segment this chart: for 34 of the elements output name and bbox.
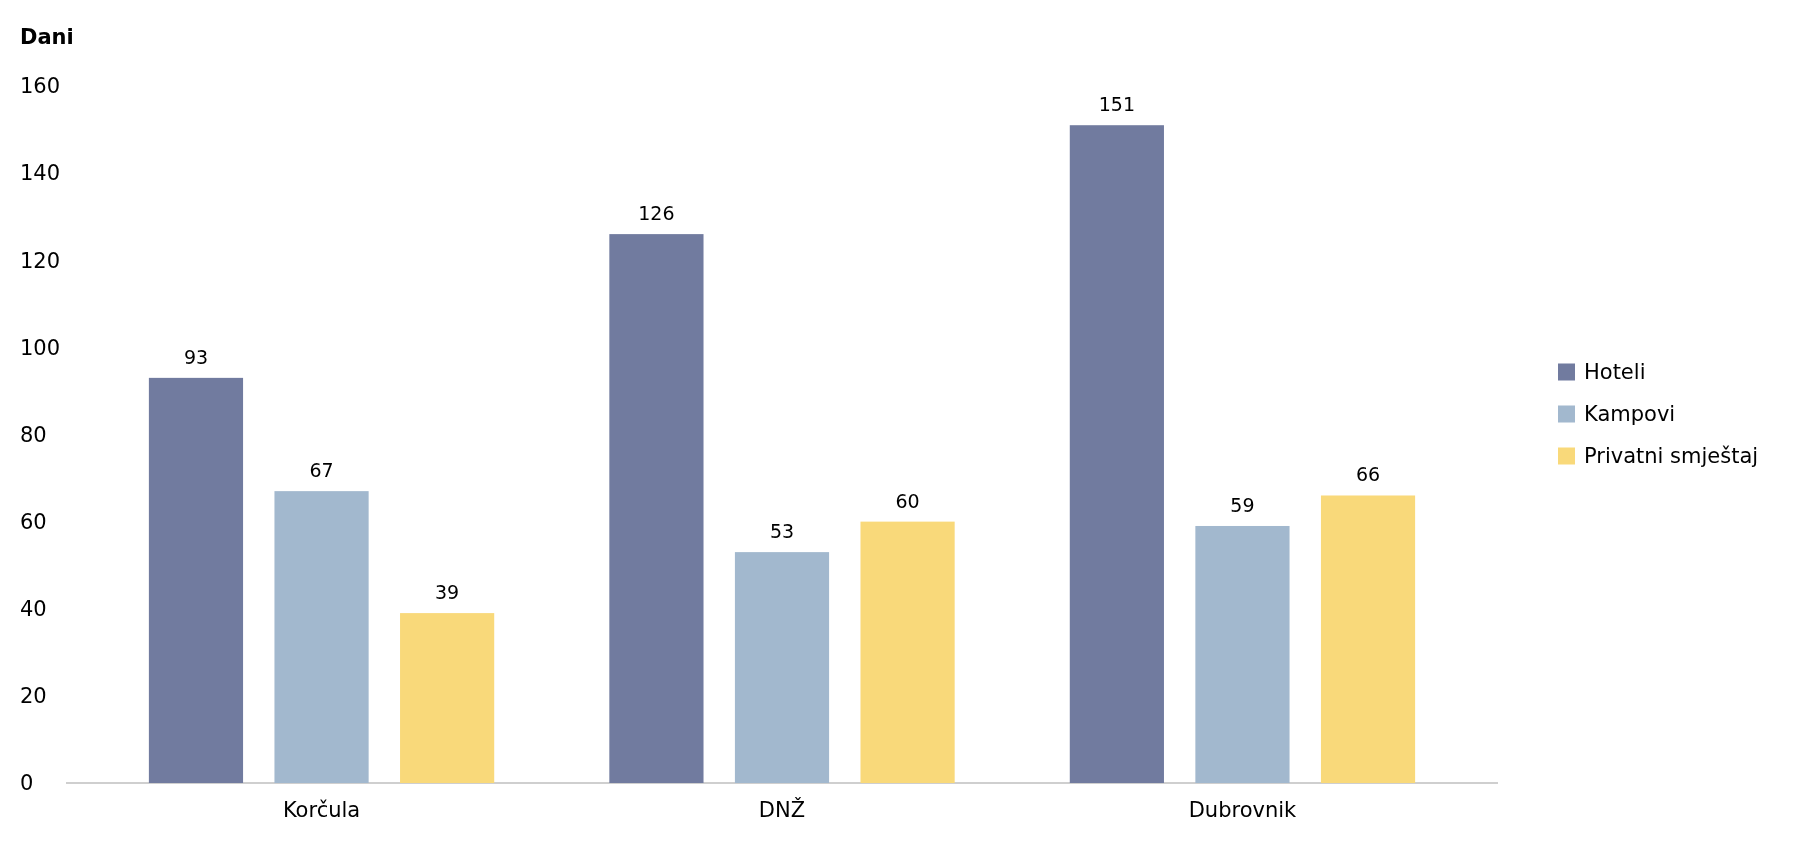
data-label: 39 [435, 581, 460, 604]
data-label: 59 [1230, 493, 1255, 516]
y-tick-label: 140 [20, 161, 61, 186]
data-label: 93 [183, 345, 209, 368]
data-label: 67 [309, 459, 334, 482]
bar [1069, 125, 1164, 783]
y-axis-title: Dani [20, 25, 74, 49]
bar [860, 521, 955, 783]
bar [1320, 495, 1416, 783]
legend-label: Kampovi [1584, 401, 1676, 426]
y-tick-label: 0 [20, 771, 34, 796]
legend-label: Hoteli [1584, 359, 1646, 384]
legend-label: Privatni smještaj [1584, 443, 1759, 468]
data-label: 60 [895, 489, 920, 512]
bar [274, 491, 369, 783]
y-tick-label: 20 [20, 684, 47, 709]
data-label: 151 [1098, 93, 1136, 116]
y-tick-label: 160 [20, 74, 61, 99]
y-tick-label: 80 [20, 422, 47, 447]
data-label: 66 [1355, 463, 1381, 486]
data-label: 126 [638, 202, 675, 225]
bar [400, 613, 495, 783]
x-tick-label: Korčula [282, 798, 361, 822]
bar [734, 552, 830, 783]
y-tick-label: 60 [20, 509, 47, 534]
x-tick-label: Dubrovnik [1188, 798, 1298, 822]
bar [609, 234, 704, 783]
y-tick-label: 120 [20, 248, 61, 273]
bar [148, 377, 244, 783]
data-label: 53 [769, 520, 795, 543]
bar [1195, 525, 1290, 783]
x-tick-label: DNŽ [758, 797, 806, 822]
y-tick-label: 40 [20, 597, 47, 622]
y-tick-label: 100 [20, 335, 61, 360]
